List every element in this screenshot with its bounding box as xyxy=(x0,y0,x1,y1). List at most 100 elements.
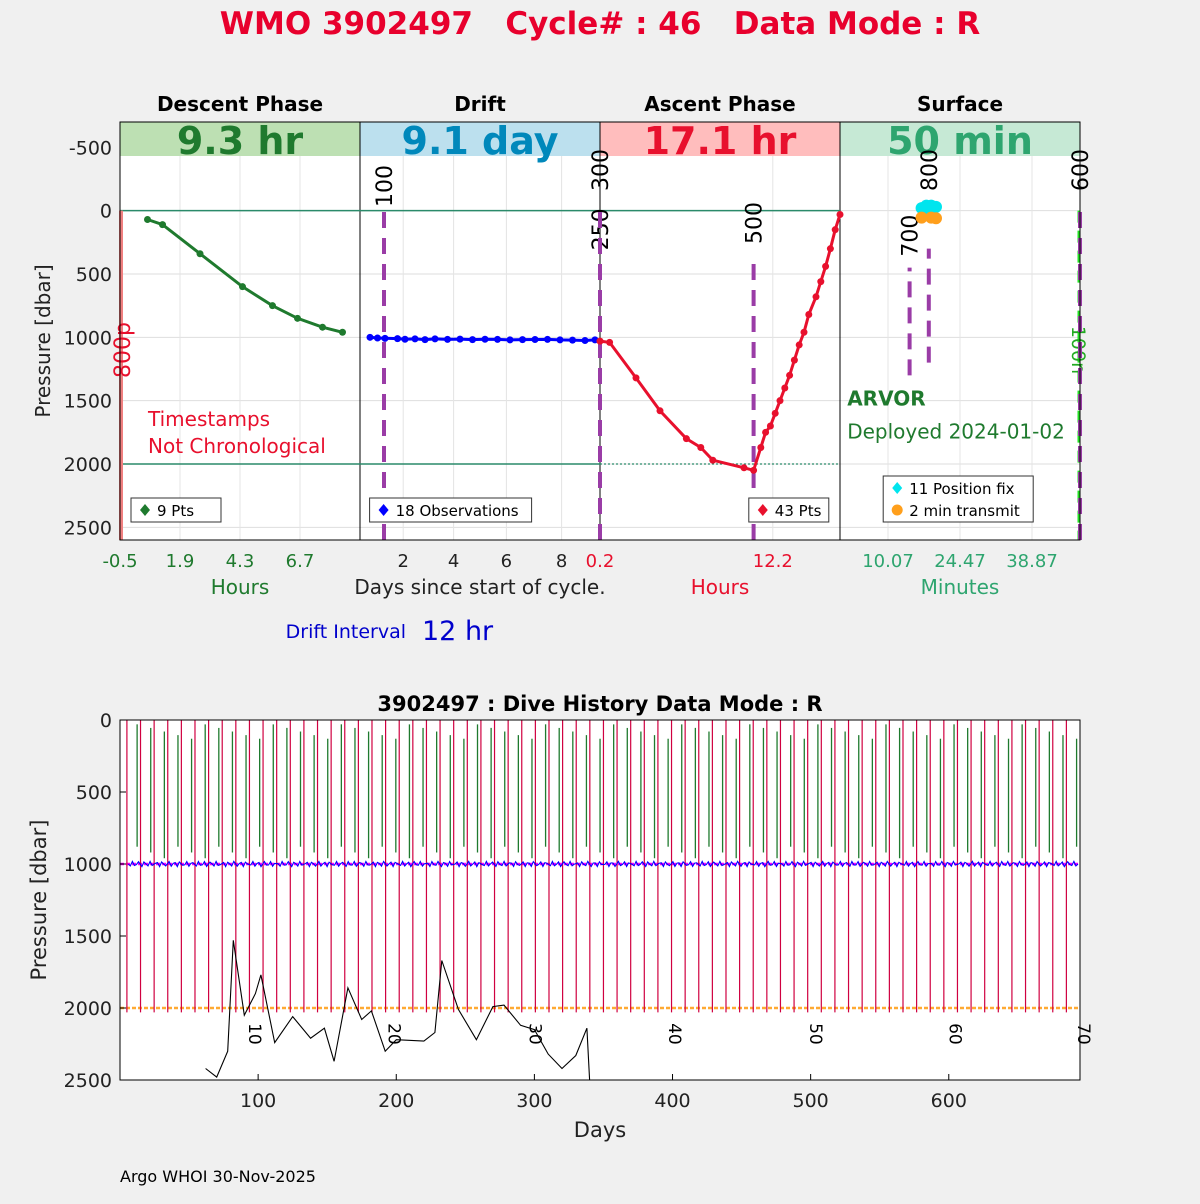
x-tick-label: 200 xyxy=(378,1090,414,1112)
x-tick-label: 0.2 xyxy=(586,551,615,572)
x-tick-label: 6.7 xyxy=(286,551,315,572)
phase-banner xyxy=(840,122,1080,156)
event-vline-label: 500 xyxy=(743,202,768,244)
cycle-number-label: 40 xyxy=(664,1023,684,1045)
y-tick-label: 500 xyxy=(76,264,112,286)
y-tick-label: 2500 xyxy=(64,517,112,539)
x-tick-label: 6 xyxy=(501,551,512,572)
event-vline-label: 100 xyxy=(373,165,398,207)
x-tick-label: 400 xyxy=(654,1090,690,1112)
cycle-number-label: 10 xyxy=(244,1023,264,1045)
phase-duration: 50 min xyxy=(887,119,1033,163)
ascent-point xyxy=(709,456,717,464)
cycle-number-label: 70 xyxy=(1073,1023,1093,1045)
x-tick-label: 38.87 xyxy=(1006,551,1058,572)
phase-header: Surface xyxy=(917,92,1003,116)
descent-point xyxy=(319,323,326,331)
x-tick-label: 1.9 xyxy=(166,551,195,572)
x-tick-label: 4 xyxy=(448,551,459,572)
phase-xlabel: Minutes xyxy=(921,575,1000,599)
y-tick-label: 2000 xyxy=(64,998,112,1020)
x-tick-label: 600 xyxy=(931,1090,967,1112)
ascent-point xyxy=(776,397,784,405)
cycle-number-label: 60 xyxy=(944,1023,964,1045)
drift-point xyxy=(374,334,381,342)
phase-banner xyxy=(120,122,360,156)
ascent-point xyxy=(800,328,808,336)
ascent-point xyxy=(790,356,798,364)
phase-xlabel: Days since start of cycle. xyxy=(354,575,605,599)
ascent-legend-label: 43 Pts xyxy=(775,502,822,520)
ascent-point xyxy=(656,407,664,415)
event-vline-label: 800 xyxy=(918,149,943,191)
ascent-point xyxy=(786,371,794,379)
drift-point xyxy=(556,336,564,344)
y-tick-label: 1500 xyxy=(64,391,112,413)
ascent-point xyxy=(781,384,789,392)
dive-history-plot: 3902497 : Dive History Data Mode : R 10 20… xyxy=(27,692,1093,1142)
descent-point xyxy=(196,250,204,258)
drift-legend-marker xyxy=(378,504,389,516)
x-axis-label: Days xyxy=(574,1118,626,1142)
drift-legend-box xyxy=(369,497,533,523)
transmit-point xyxy=(930,212,942,225)
ascent-point xyxy=(771,409,779,417)
dive-history-title: 3902497 : Dive History Data Mode : R xyxy=(377,692,822,716)
drift-interval-value: 12 hr xyxy=(422,616,494,647)
ascent-legend-marker xyxy=(757,504,768,516)
phase-xlabel: Hours xyxy=(691,575,750,599)
x-tick-label: -0.5 xyxy=(102,551,137,572)
cycle-number-label: 20 xyxy=(384,1023,404,1045)
x-tick-label: 2 xyxy=(397,551,408,572)
drift-point xyxy=(401,335,409,343)
descent-line xyxy=(147,218,343,334)
drift-point xyxy=(421,336,429,344)
ascent-point xyxy=(826,245,834,253)
drift-legend-label: 18 Observations xyxy=(396,502,519,520)
ascent-point xyxy=(795,341,803,349)
phase-header: Drift xyxy=(454,92,506,116)
plot-frame xyxy=(119,719,1081,1081)
drift-point xyxy=(456,335,464,343)
y-tick-label: 2500 xyxy=(64,1070,112,1092)
ascent-point xyxy=(766,422,774,430)
descent-point xyxy=(159,221,166,229)
descent-legend-marker xyxy=(140,504,150,516)
drift-point xyxy=(394,335,401,343)
x-tick-label: 300 xyxy=(516,1090,552,1112)
drift-point xyxy=(381,334,389,342)
drift-point xyxy=(444,335,451,343)
phase-duration: 9.1 day xyxy=(402,119,559,163)
x-tick-label: 12.2 xyxy=(753,551,793,572)
y-tick-label: 1000 xyxy=(64,854,112,876)
phase-header: Descent Phase xyxy=(157,92,323,116)
ascent-point xyxy=(757,444,765,452)
ascent-point xyxy=(682,435,690,443)
ascent-point xyxy=(632,374,640,382)
x-tick-label: 8 xyxy=(556,551,567,572)
x-tick-label: 10.07 xyxy=(862,551,914,572)
ascent-point xyxy=(805,311,813,319)
descent-legend-box xyxy=(130,497,222,523)
surface-time-trace xyxy=(205,940,591,1081)
deploy-date: Deployed 2024-01-02 xyxy=(847,420,1065,444)
figure-title: WMO 3902497 Cycle# : 46 Data Mode : R xyxy=(220,6,981,42)
surface-legend-marker xyxy=(892,482,903,494)
ascent-point xyxy=(831,226,839,234)
drift-point xyxy=(481,335,489,343)
phase-banner xyxy=(360,122,600,156)
drift-trace xyxy=(127,860,1079,868)
phase-header: Ascent Phase xyxy=(644,92,795,116)
ascent-point xyxy=(812,293,820,301)
event-vline-label: 300 xyxy=(589,149,614,191)
drift-point xyxy=(469,336,476,344)
descent-point xyxy=(339,328,346,336)
drift-point xyxy=(581,337,589,344)
y-tick-label: 500 xyxy=(76,782,112,804)
phase-xlabel: Hours xyxy=(211,575,270,599)
x-tick-label: 100 xyxy=(240,1090,276,1112)
phase-banner xyxy=(600,122,840,156)
surface-legend-label: 2 min transmit xyxy=(909,502,1020,520)
